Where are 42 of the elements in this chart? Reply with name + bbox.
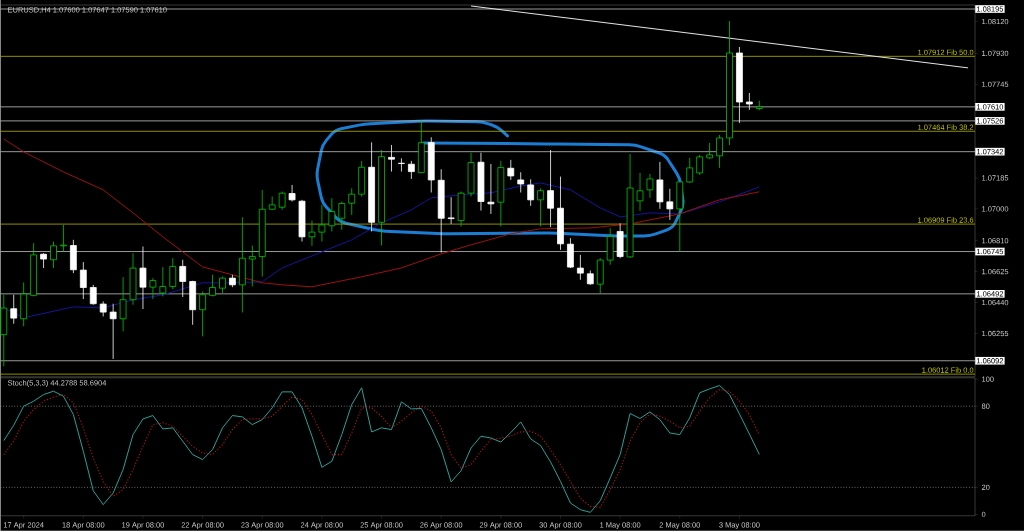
candlestick <box>507 159 515 181</box>
line-series <box>3 138 760 288</box>
candlestick <box>407 160 415 180</box>
candlestick <box>696 154 704 176</box>
candlestick <box>388 144 395 172</box>
candlestick <box>288 184 296 202</box>
candlestick <box>109 303 117 360</box>
candlestick <box>576 254 584 281</box>
candlestick <box>636 172 644 212</box>
candlestick <box>646 173 654 199</box>
candlestick <box>89 284 97 305</box>
candlestick <box>517 171 525 193</box>
candlestick <box>666 188 674 221</box>
candlestick <box>10 294 18 325</box>
candlestick <box>328 197 336 232</box>
candlestick <box>447 196 455 225</box>
candlestick <box>139 245 147 310</box>
candlestick <box>199 290 206 337</box>
candlestick <box>348 187 356 216</box>
candlestick <box>606 227 614 265</box>
candlestick <box>745 92 753 111</box>
candlestick <box>567 237 574 269</box>
candlestick <box>487 163 495 215</box>
candlestick <box>656 161 664 210</box>
candlestick <box>248 244 256 287</box>
candlestick <box>119 276 127 332</box>
candlestick <box>278 191 286 211</box>
candlestick <box>79 261 87 300</box>
candlestick <box>547 149 554 228</box>
candlestick <box>169 257 177 290</box>
candlestick <box>537 187 544 227</box>
candlestick <box>398 157 405 172</box>
candlestick <box>527 178 535 207</box>
candlestick <box>338 200 346 231</box>
candlestick <box>159 266 167 297</box>
candlestick <box>318 204 326 242</box>
candlestick <box>716 134 723 169</box>
candlestick <box>149 277 157 300</box>
candlestick <box>50 240 57 269</box>
candlestick <box>686 157 694 184</box>
candlestick <box>308 220 316 247</box>
candlestick <box>179 259 187 298</box>
